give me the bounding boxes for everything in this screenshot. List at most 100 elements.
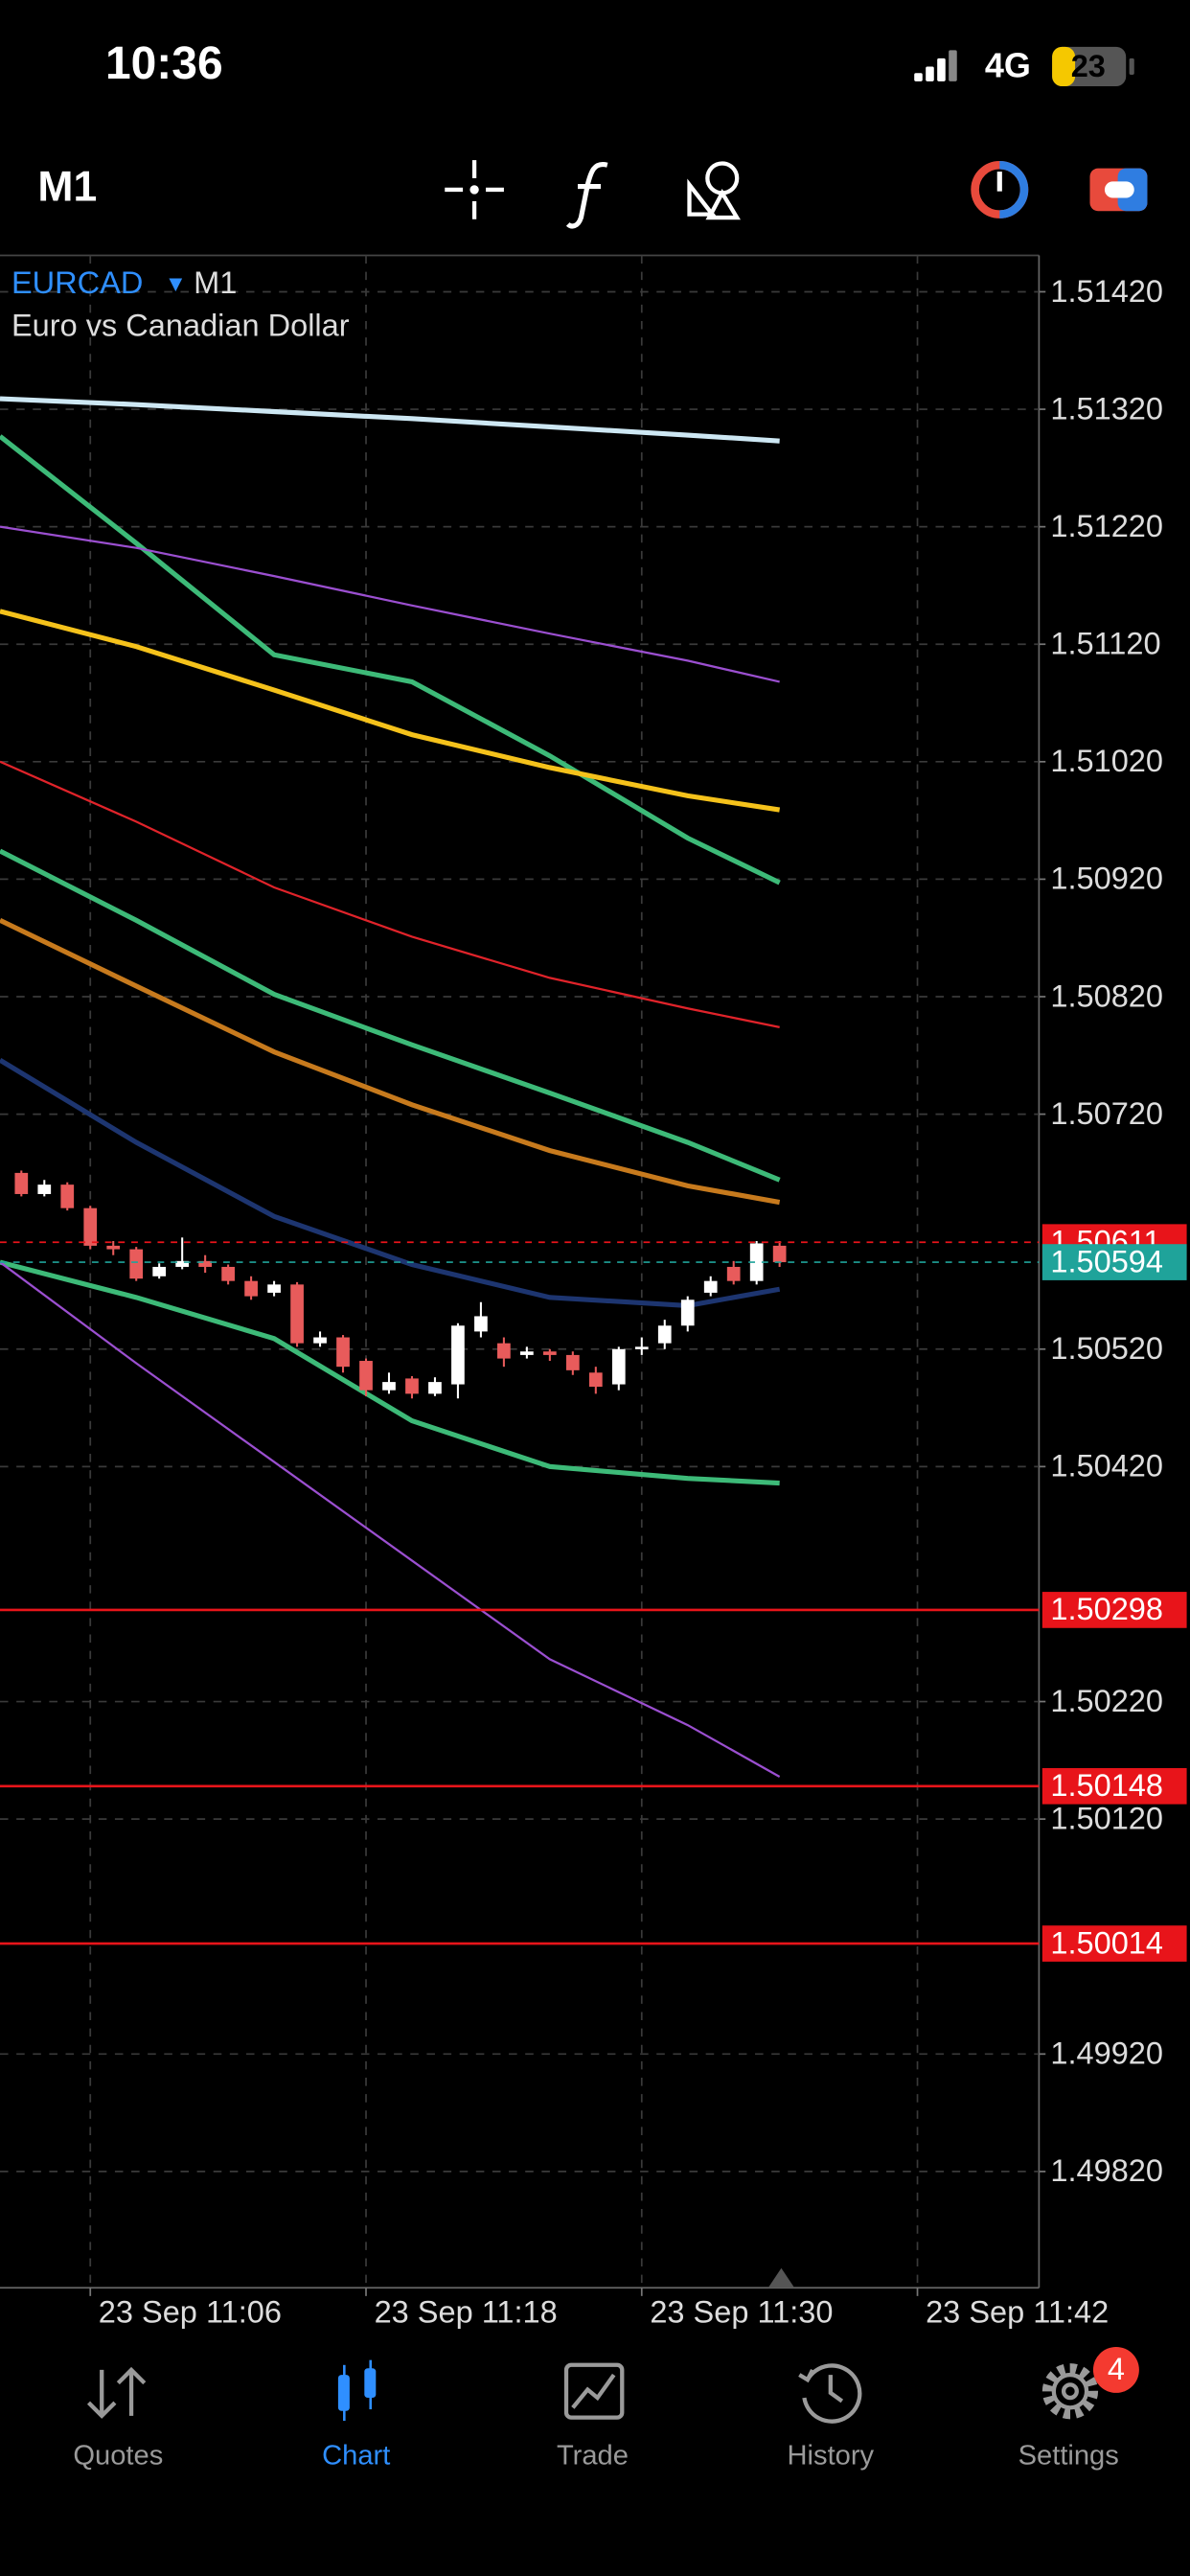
candle-body [198, 1260, 212, 1267]
candle-body [106, 1245, 121, 1250]
y-tick-label: 1.51220 [1050, 509, 1163, 543]
signal-icon [914, 50, 957, 81]
candle-body [313, 1337, 327, 1344]
candle-body [680, 1300, 695, 1326]
y-tick-label: 1.50720 [1050, 1096, 1163, 1131]
y-tick-label: 1.51120 [1050, 627, 1160, 661]
x-tick-label: 23 Sep 11:30 [650, 2294, 833, 2329]
y-tick-label: 1.50120 [1050, 1801, 1163, 1835]
symbol[interactable]: EURCAD [11, 265, 143, 300]
symbol-dropdown[interactable] [169, 278, 183, 292]
candle-body [175, 1260, 190, 1267]
y-tick-label: 1.51020 [1050, 744, 1163, 778]
network-label: 4G [985, 46, 1031, 85]
x-tick-label: 23 Sep 11:42 [926, 2294, 1109, 2329]
y-tick-label: 1.50820 [1050, 978, 1163, 1013]
candle-body [703, 1280, 718, 1293]
indicator-line [0, 396, 780, 444]
battery-tip [1129, 58, 1134, 76]
one-click-button[interactable] [971, 160, 1029, 218]
candle-body [359, 1361, 373, 1391]
candle-body [726, 1266, 741, 1281]
y-tick-label: 1.50520 [1050, 1331, 1163, 1366]
y-tick-label: 1.50220 [1050, 1684, 1163, 1718]
trade-button[interactable] [1089, 168, 1148, 212]
tab-bar: Quotes Chart Trade History Settings [73, 2440, 1118, 2471]
y-tick-label: 1.50920 [1050, 862, 1163, 896]
candle-body [657, 1325, 672, 1344]
indicator-line [0, 1261, 781, 1778]
tab-label[interactable]: Quotes [73, 2440, 163, 2471]
plot [0, 255, 1046, 2296]
battery-level [1052, 46, 1076, 87]
price-label-box [1041, 1767, 1187, 1805]
indicator-line [0, 609, 781, 813]
candle-body [772, 1245, 787, 1263]
candle-body [542, 1351, 557, 1355]
candle-body [405, 1378, 419, 1394]
indicator-line [0, 760, 780, 1028]
candle-body [60, 1184, 75, 1208]
price-label: 1.50014 [1050, 1925, 1163, 1960]
candle-body [451, 1325, 465, 1385]
candle-body [129, 1249, 144, 1279]
candle-body [497, 1343, 511, 1359]
symbol-description: Euro vs Canadian Dollar [11, 308, 350, 342]
battery-label: 23 [1071, 49, 1106, 83]
y-tick-label: 1.50420 [1050, 1449, 1163, 1484]
tab-label[interactable]: Settings [1018, 2440, 1119, 2471]
trade-icon [563, 2362, 625, 2420]
candle-body [83, 1208, 98, 1246]
chart-timeframe: M1 [194, 265, 237, 300]
price-label: 1.50298 [1050, 1592, 1163, 1626]
candle-body [565, 1354, 580, 1370]
settings-badge-count: 4 [1108, 2352, 1125, 2386]
chart-shift-marker[interactable] [767, 2267, 795, 2288]
timeframe-button[interactable]: M1 [37, 164, 97, 211]
indicator-line [0, 434, 781, 886]
price-label: 1.50594 [1050, 1244, 1163, 1278]
candle-body [634, 1346, 649, 1349]
y-tick-label: 1.51320 [1050, 391, 1163, 426]
indicator-line [0, 525, 780, 683]
price-label: 1.50148 [1050, 1768, 1163, 1803]
candle-body [588, 1372, 603, 1388]
x-tick-label: 23 Sep 11:06 [99, 2294, 282, 2329]
price-label-box [1041, 1925, 1187, 1962]
tab-label[interactable]: History [788, 2440, 875, 2471]
candle-body [244, 1280, 258, 1297]
status-time: 10:36 [105, 38, 223, 89]
y-tick-label: 1.51420 [1050, 274, 1163, 309]
candle-body [520, 1351, 534, 1355]
x-tick-label: 23 Sep 11:18 [375, 2294, 558, 2329]
chart-icon [337, 2359, 377, 2422]
y-tick-label: 1.49920 [1050, 2036, 1163, 2071]
candle-body [14, 1172, 29, 1194]
price-label-box [1041, 1244, 1187, 1280]
indicators-button[interactable] [565, 162, 608, 229]
candle-body [336, 1337, 350, 1368]
candle-body [428, 1382, 442, 1394]
candle-body [221, 1266, 235, 1281]
candle-body [749, 1243, 764, 1281]
crosshair-button[interactable] [445, 160, 504, 219]
settings-badge [1092, 2346, 1139, 2393]
candle-body [267, 1284, 281, 1293]
price-label-box [1041, 1592, 1187, 1628]
history-icon [798, 2363, 862, 2424]
indicator-line [0, 1259, 780, 1486]
objects-button[interactable] [687, 161, 741, 220]
quotes-icon [86, 2366, 147, 2419]
candle-body [290, 1284, 304, 1344]
candle-body [611, 1348, 626, 1385]
tab-label[interactable]: Trade [557, 2440, 629, 2471]
candle-body [152, 1266, 167, 1276]
indicator-line [0, 848, 781, 1183]
tab-label[interactable]: Chart [322, 2440, 390, 2471]
candle-body [382, 1382, 396, 1391]
candle-body [474, 1316, 488, 1332]
candle-body [37, 1184, 52, 1194]
